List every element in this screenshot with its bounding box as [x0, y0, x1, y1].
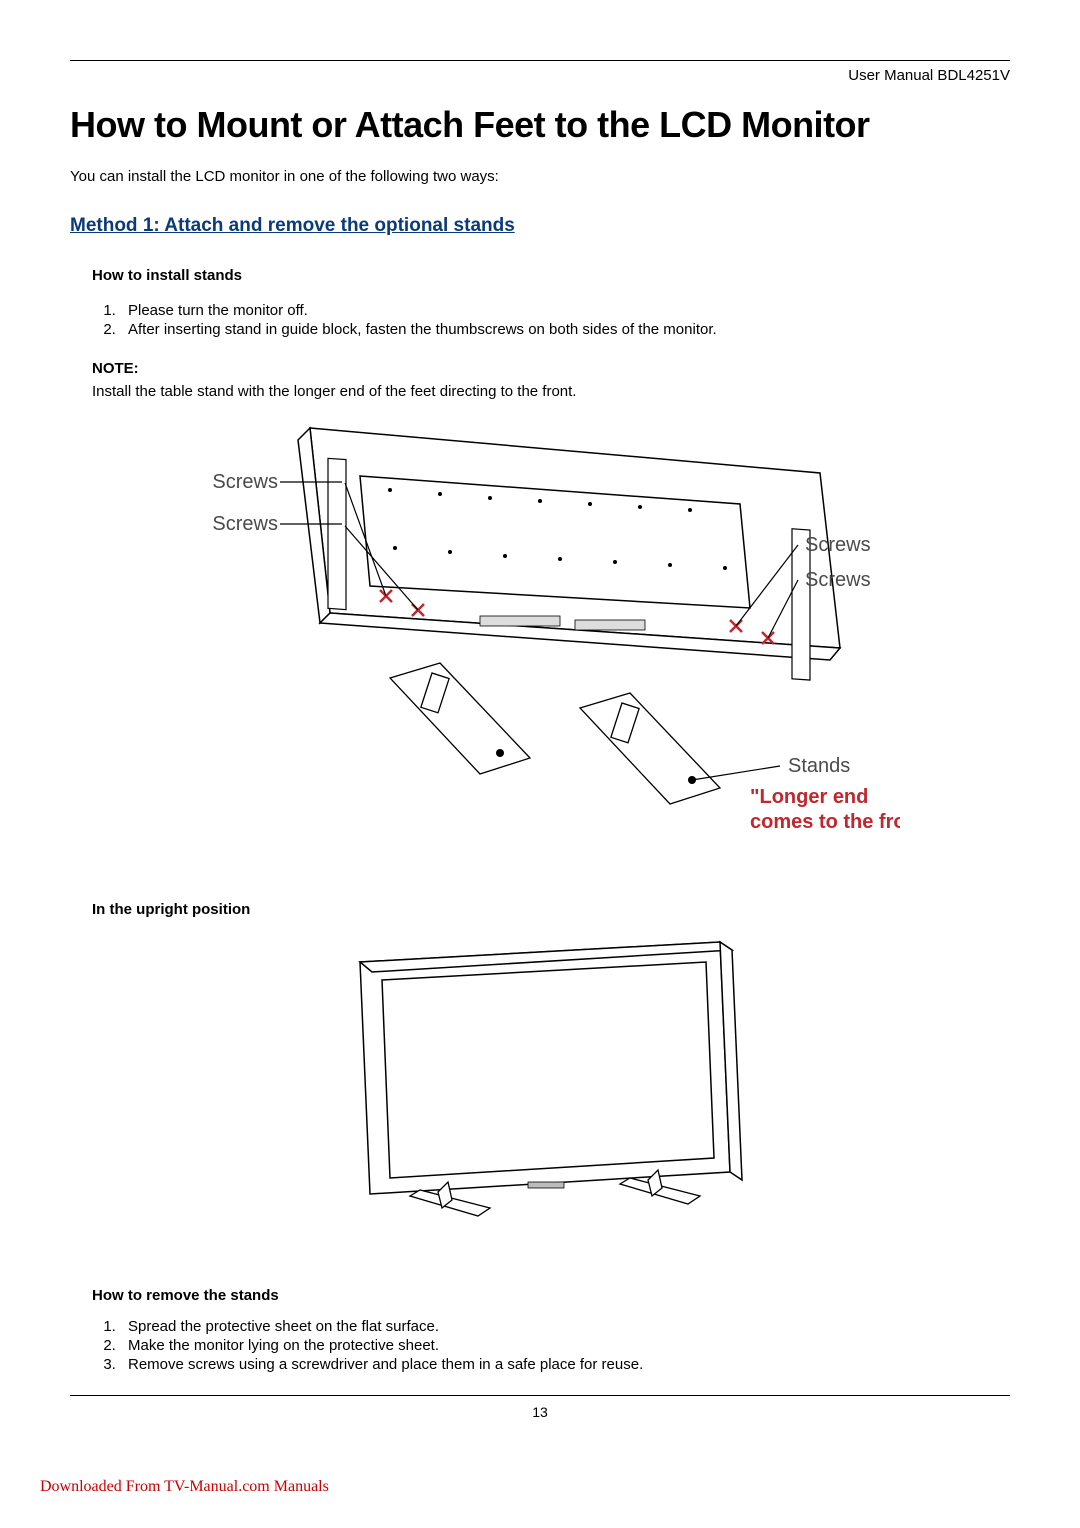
remove-step-3: Remove screws using a screwdriver and pl… — [120, 1356, 1010, 1373]
label-screws-tr2: Screws — [805, 569, 871, 591]
label-screws-tr1: Screws — [805, 534, 871, 556]
install-stands-head: How to install stands — [92, 267, 1010, 284]
download-source: Downloaded From TV-Manual.com Manuals — [40, 1478, 329, 1496]
install-step-2: After inserting stand in guide block, fa… — [120, 321, 1010, 338]
footer-rule — [70, 1395, 1010, 1396]
remove-stands-head: How to remove the stands — [92, 1287, 1010, 1304]
remove-step-1: Spread the protective sheet on the flat … — [120, 1318, 1010, 1335]
label-longer-2: comes to the front" — [750, 811, 900, 833]
label-screws-tl2: Screws — [212, 513, 278, 535]
page-number: 13 — [70, 1404, 1010, 1420]
header-model: User Manual BDL4251V — [70, 67, 1010, 84]
diagram-back: Screws Screws Screws Screws Stands "Long… — [70, 418, 1010, 883]
label-screws-tl1: Screws — [212, 471, 278, 493]
intro-text: You can install the LCD monitor in one o… — [70, 168, 1010, 185]
label-longer-1: "Longer end — [750, 786, 868, 808]
upright-heading: In the upright position — [92, 901, 1010, 918]
remove-steps: Spread the protective sheet on the flat … — [120, 1318, 1010, 1373]
header-rule — [70, 60, 1010, 61]
install-steps: Please turn the monitor off. After inser… — [120, 302, 1010, 338]
diagram-upright — [70, 932, 1010, 1257]
remove-step-2: Make the monitor lying on the protective… — [120, 1337, 1010, 1354]
label-stands: Stands — [788, 755, 850, 777]
method1-heading: Method 1: Attach and remove the optional… — [70, 215, 1010, 237]
note-body: Install the table stand with the longer … — [92, 383, 1010, 400]
page-title: How to Mount or Attach Feet to the LCD M… — [70, 104, 1010, 146]
install-step-1: Please turn the monitor off. — [120, 302, 1010, 319]
note-heading: NOTE: — [92, 360, 1010, 377]
